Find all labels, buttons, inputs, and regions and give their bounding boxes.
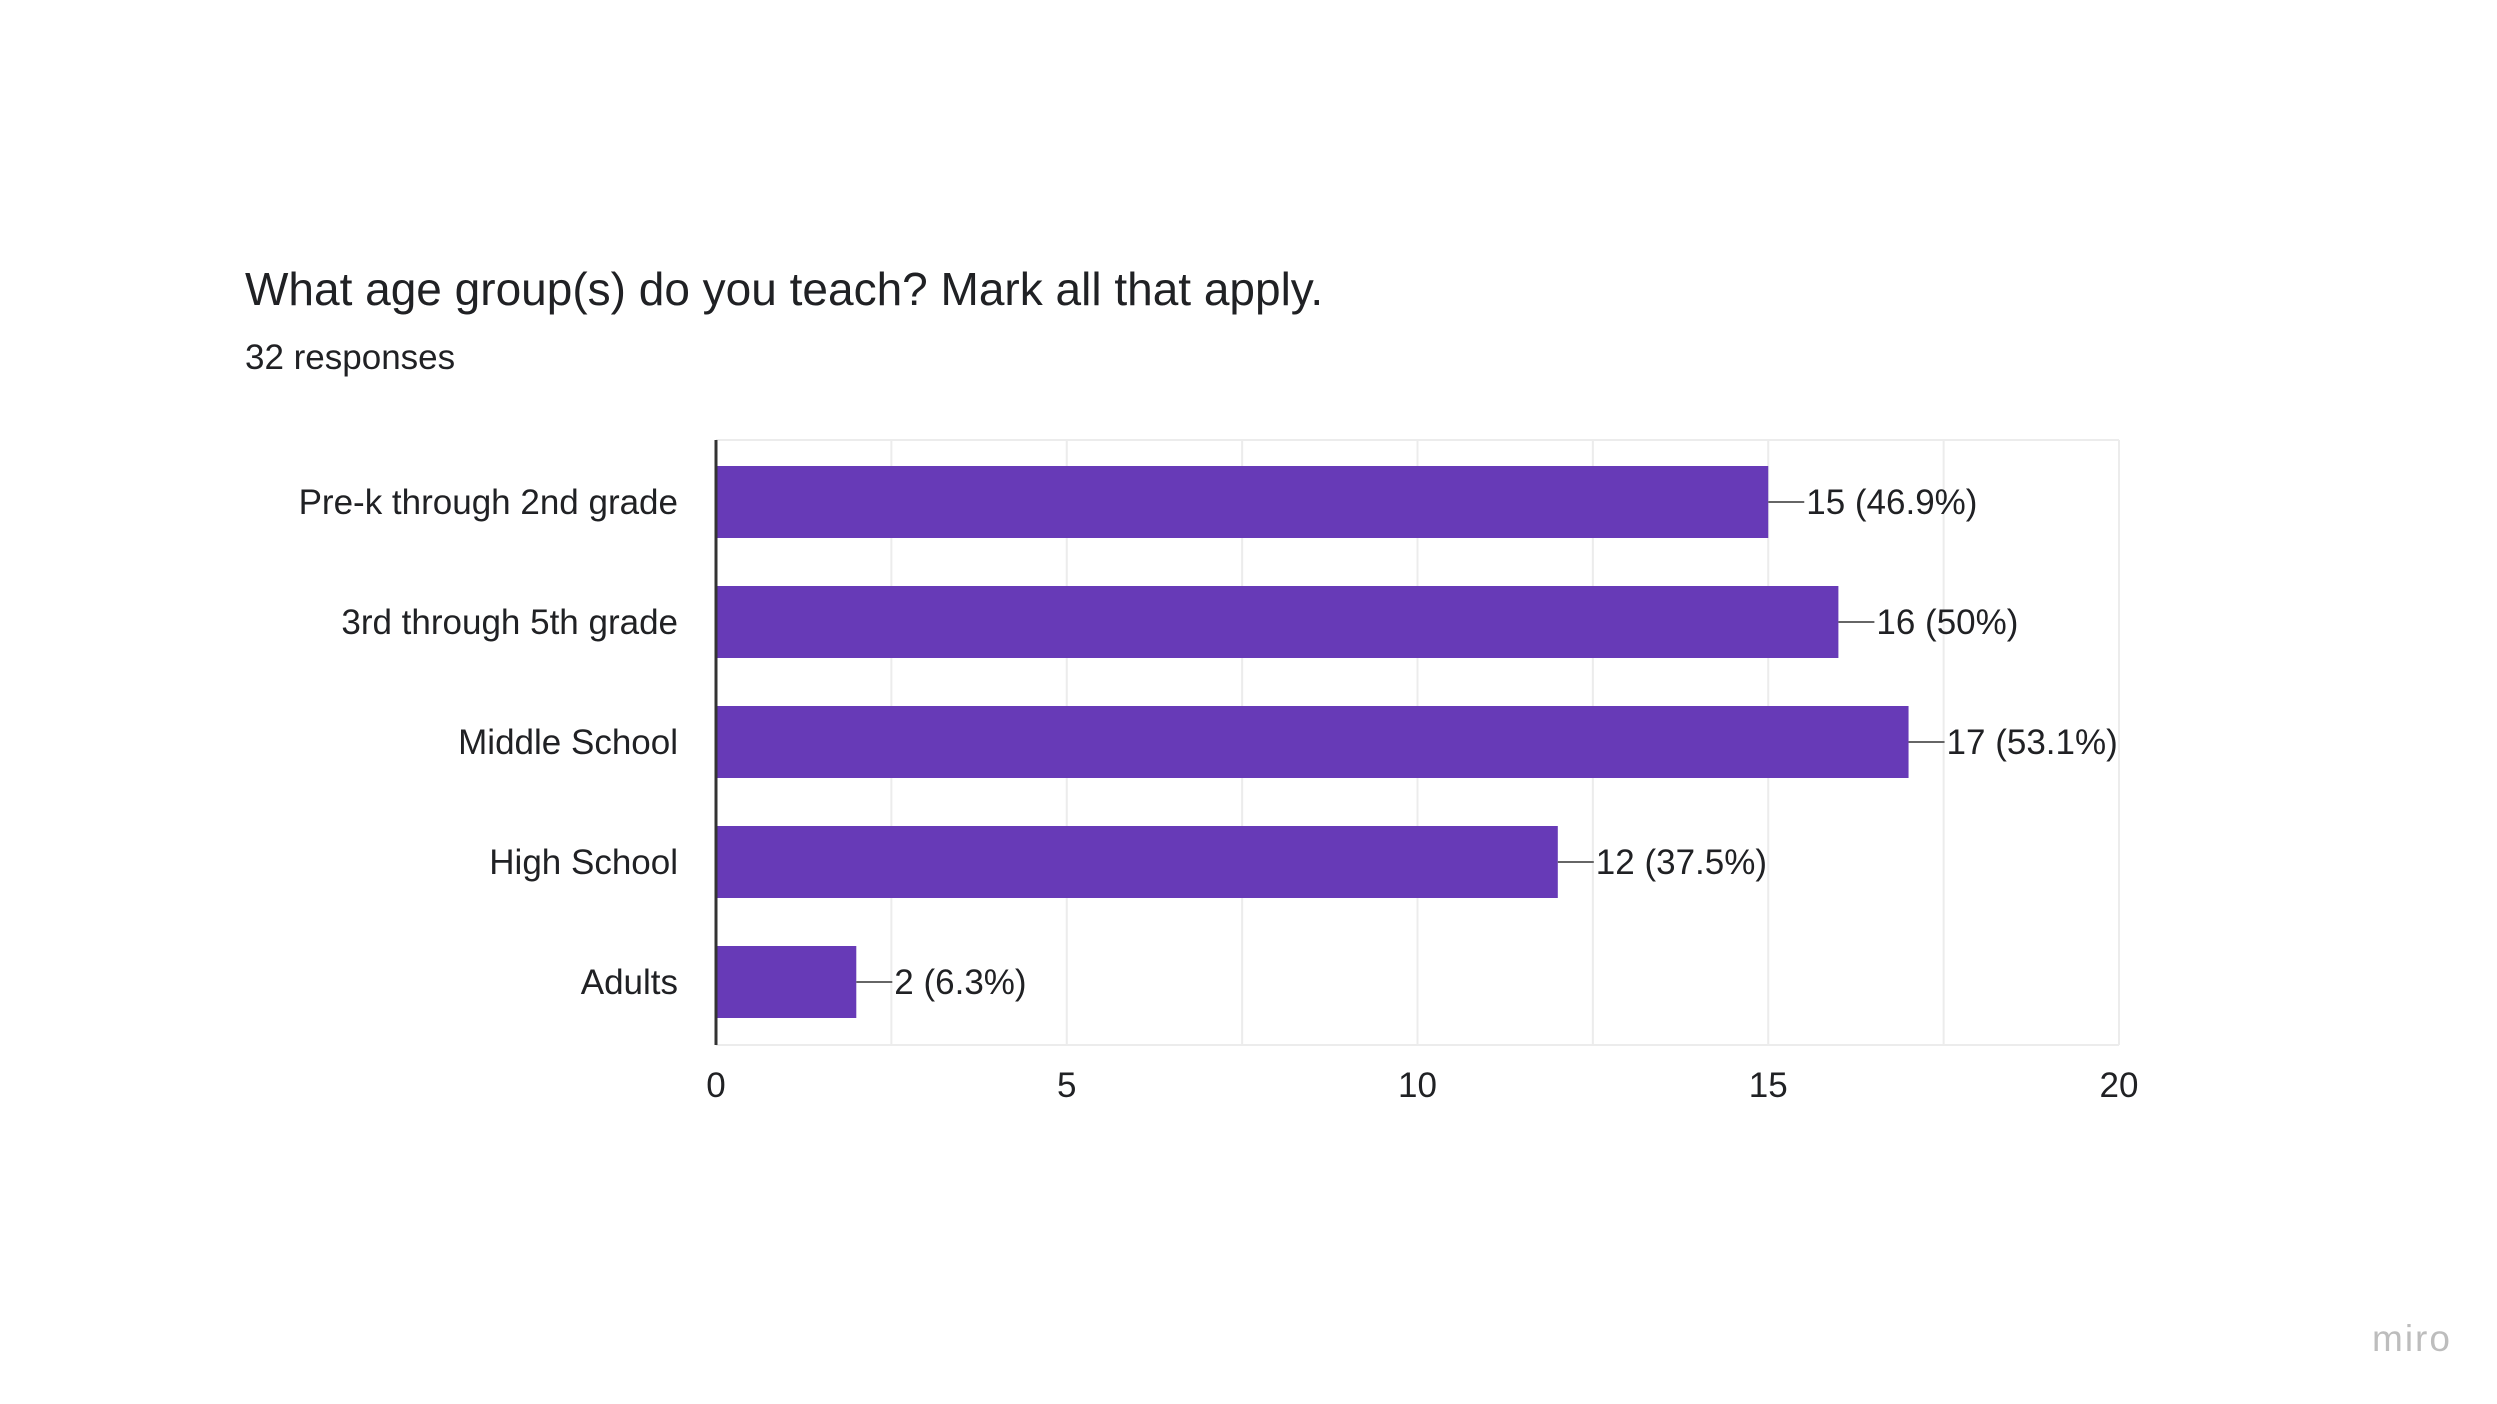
category-label: Pre-k through 2nd grade xyxy=(299,483,678,522)
bar xyxy=(716,586,1839,658)
x-tick-label: 0 xyxy=(706,1066,725,1105)
x-tick-label: 5 xyxy=(1057,1066,1076,1105)
data-label: 17 (53.1%) xyxy=(1947,723,2118,762)
bar xyxy=(716,466,1769,538)
category-label: 3rd through 5th grade xyxy=(341,603,678,642)
x-tick-label: 20 xyxy=(2100,1066,2139,1105)
bar xyxy=(716,706,1909,778)
data-label: 16 (50%) xyxy=(1876,603,2018,642)
miro-watermark: miro xyxy=(2372,1318,2452,1359)
bar xyxy=(716,826,1558,898)
chart-title: What age group(s) do you teach? Mark all… xyxy=(245,263,1324,315)
bar xyxy=(716,946,857,1018)
data-label: 2 (6.3%) xyxy=(894,963,1026,1002)
category-label: High School xyxy=(489,843,678,882)
x-tick-label: 10 xyxy=(1398,1066,1437,1105)
response-count: 32 responses xyxy=(245,338,456,377)
x-tick-label: 15 xyxy=(1749,1066,1788,1105)
category-label: Middle School xyxy=(458,723,678,762)
category-label: Adults xyxy=(581,963,678,1002)
data-label: 15 (46.9%) xyxy=(1806,483,1977,522)
data-label: 12 (37.5%) xyxy=(1596,843,1767,882)
